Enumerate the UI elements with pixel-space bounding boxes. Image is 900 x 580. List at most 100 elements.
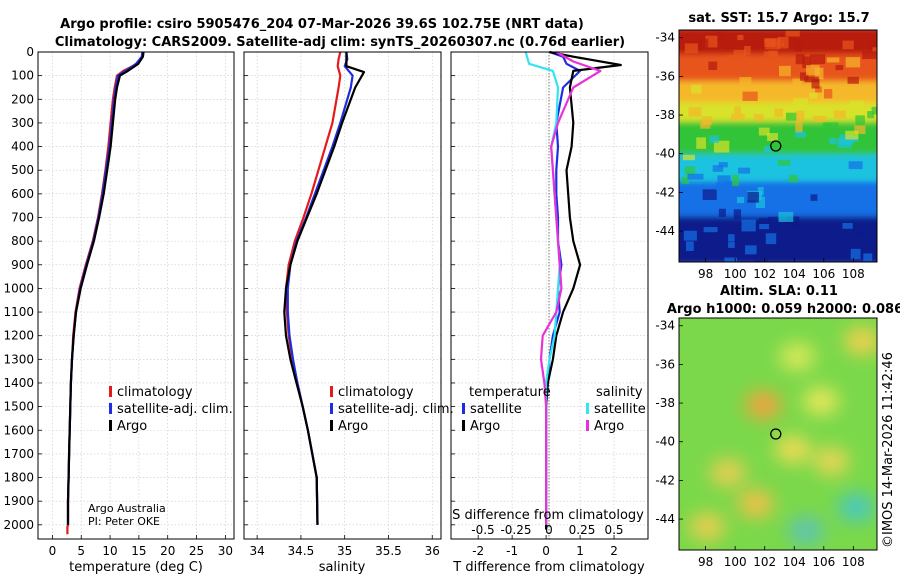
x-tick-label: 0 [49,544,57,558]
legend-label-satellite: satellite-adj. clim. [117,402,233,417]
sst-pixel [724,257,738,262]
map-x-tick-label: 100 [724,555,747,569]
y-tick-label: 600 [11,187,34,201]
sst-pixel [810,54,826,65]
map-x-tick-label: 108 [842,555,865,569]
x-tick-label: 0 [542,544,550,558]
legend-title-salinity: salinity [596,385,643,400]
sst-pixel [765,233,777,245]
sst-pixel [777,159,791,166]
sst-pixel [713,140,730,153]
t-difference-xlabel: T difference from climatology [452,560,645,575]
y-tick-label: 1900 [3,494,34,508]
map-x-tick-label: 106 [812,267,835,281]
x-tick-label: 10 [102,544,117,558]
sst-pixel [759,223,770,230]
sst-pixel [848,100,865,112]
s-difference-tick-label: -0.5 [471,523,494,537]
sst-pixel [684,43,698,54]
sst-pixel [842,40,854,50]
x-tick-label: 5 [77,544,85,558]
sla-map: Altim. SLA: 0.11 Argo h1000: 0.059 h2000… [655,284,900,569]
sst-pixel [758,217,772,224]
sst-pixel [687,173,704,180]
legend-swatch-satellite [330,403,333,414]
sst-pixel [739,77,752,85]
legend-label-s-argo: Argo [594,419,624,434]
salinity-legend: climatology satellite-adj. clim. Argo [330,385,454,434]
sst-pixel [763,51,778,57]
sst-pixel [701,116,713,125]
sst-pixel [743,45,751,56]
map-y-tick-label: -42 [655,473,675,487]
sst-pixel [754,42,766,49]
sst-pixel [733,49,746,62]
sst-pixel [824,89,833,99]
y-tick-label: 300 [11,116,34,130]
map-y-tick-label: -34 [655,319,675,333]
sst-pixel [734,106,741,114]
sst-pixel [708,61,718,70]
legend-label-climatology: climatology [117,385,193,400]
sst-pixel [795,53,805,65]
title-line-2: Climatology: CARS2009. Satellite-adj cli… [55,35,625,50]
sst-pixel [695,39,703,47]
sla-anomaly [774,435,811,464]
legend-label-t-satellite: satellite [470,402,522,417]
sst-pixel [792,98,809,109]
legend-label-t-argo: Argo [470,419,500,434]
sla-anomaly [779,342,816,371]
sst-pixel [824,123,831,135]
sst-pixel [742,91,758,101]
sst-pixel [737,34,744,41]
sst-pixel [755,196,765,208]
legend-swatch-s-satellite [586,403,589,414]
sla-anomaly [802,387,839,416]
series-line-temperature-satellite [544,50,582,530]
sst-pixel [795,131,807,138]
sst-map: sat. SST: 15.7 Argo: 15.7 98 100 102 104 106… [655,11,878,281]
map-x-tick-label: 108 [842,267,865,281]
sst-pixel [754,259,769,262]
sst-pixel [683,230,697,241]
sst-pixel [850,248,861,260]
map-y-tick-label: -36 [655,357,675,371]
series-line-salinity-argo [539,51,602,525]
sst-pixel [696,137,707,149]
sst-pixel [845,57,861,68]
x-tick-label: -2 [472,544,484,558]
x-tick-label: 2 [610,544,618,558]
sst-pixel [872,47,877,53]
sst-pixel [862,51,877,60]
sla-anomaly [788,516,825,545]
argo-float-marker [770,140,782,152]
sla-map-subtitle: Argo h1000: 0.059 h2000: 0.086 [667,302,900,317]
sst-pixel [871,106,877,115]
legend-swatch-t-argo [462,420,465,431]
x-tick-label: 34.5 [288,544,315,558]
sst-pixel [733,209,742,220]
s-difference-xlabel: S difference from climatology [452,508,644,523]
s-difference-tick-label: -0.25 [500,523,531,537]
sst-pixel [718,162,728,168]
sst-pixel [709,135,719,144]
y-tick-label: 400 [11,140,34,154]
sst-pixel [715,31,723,42]
sst-pixel [840,104,852,111]
sst-pixel [810,194,818,201]
sst-pixel [847,76,859,84]
sla-anomaly [689,512,726,541]
y-tick-label: 100 [11,69,34,83]
sst-pixel [809,92,818,99]
sst-pixel [700,122,711,129]
sst-pixel [703,227,718,233]
sst-pixel [863,253,873,262]
sst-pixel [758,127,770,136]
sst-pixel [685,241,694,251]
legend-swatch-t-satellite [462,403,465,414]
sst-pixel [757,186,764,196]
sst-pixel [812,115,827,122]
sst-pixel [738,167,751,174]
legend-label-s-satellite: satellite [594,402,646,417]
